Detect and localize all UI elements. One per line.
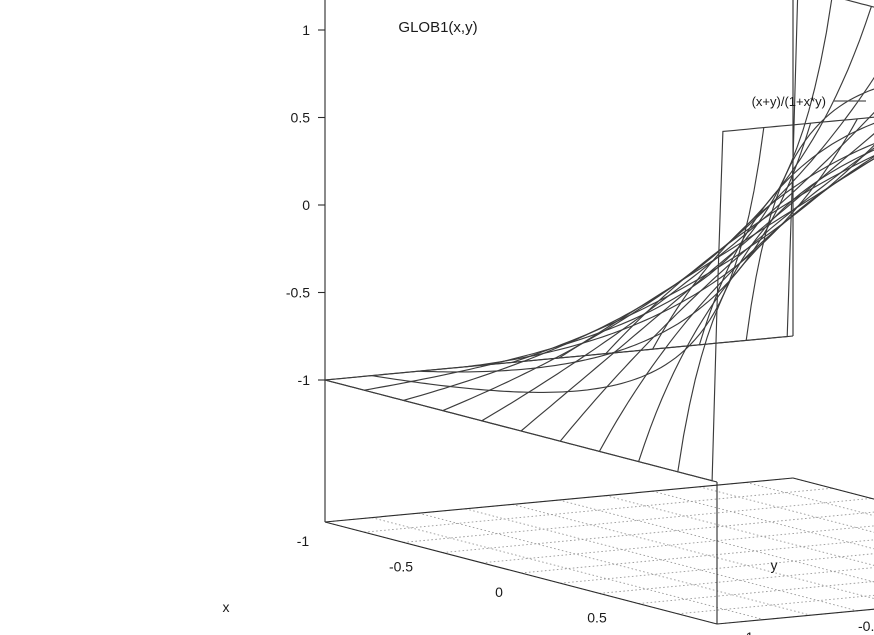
base-edge-back-right: [792, 477, 874, 500]
floor-grid-line-x-8: [638, 581, 874, 605]
mesh-line-y-6: [605, 155, 874, 354]
x-tick-label-3: 0.5: [587, 610, 607, 626]
legend-entry-label: (x+y)/(1+x*y): [752, 94, 826, 109]
mesh-line-x-6: [559, 147, 874, 442]
mesh-line-y-4: [512, 144, 874, 363]
floor-grid-line-y-4: [512, 503, 874, 600]
mesh-line-y-1: [371, 127, 765, 393]
mesh-line-y-5: [558, 158, 874, 359]
x-tick-label-0: -1: [297, 533, 310, 549]
z-tick-label-2: 0: [302, 197, 310, 213]
mesh-line-y-2: [418, 123, 812, 373]
floor-grid-line-y-3: [465, 508, 858, 612]
mesh-line-y-8: [698, 122, 874, 345]
x-tick-label-1: -0.5: [389, 559, 413, 575]
mesh-line-x-9: [677, 149, 874, 472]
mesh-line-x-10: [716, 116, 874, 308]
x-tick-label-2: 0: [495, 584, 503, 600]
floor-grid-line-x-5: [520, 539, 874, 574]
z-tick-label-1: -0.5: [286, 285, 310, 301]
floor-grid-line-y-10: [792, 477, 874, 500]
mesh-line-x-7: [598, 156, 874, 452]
chart-title: GLOB1(x,y): [398, 19, 477, 36]
floor-grid: [324, 477, 874, 625]
axis-ticks: -1-0.500.511.5-1-0.500.51-1-0.500.51: [286, 22, 874, 635]
y-tick-label-0: -1: [741, 629, 754, 635]
legend: (x+y)/(1+x*y): [752, 94, 866, 109]
z-tick-label-3: 0.5: [291, 110, 311, 126]
z-tick-label-4: 1: [302, 22, 310, 38]
mesh-line-x-1: [364, 0, 833, 391]
z-tick-label-0: -1: [298, 372, 311, 388]
floor-grid-line-y-1: [371, 517, 764, 621]
y-axis-label: y: [771, 557, 778, 573]
mesh-line-y-7: [652, 143, 874, 350]
mesh-line-y-9: [745, 88, 874, 341]
mesh-line-x-3: [442, 76, 874, 412]
base-edge-front-left: [324, 521, 718, 625]
base-edge-back-left: [324, 477, 794, 523]
floor-grid-line-x-10: [716, 608, 874, 625]
floor-grid-line-y-6: [605, 495, 874, 566]
x-axis-label: x: [223, 599, 230, 615]
base-edge-front-right: [716, 608, 874, 625]
floor-grid-line-x-4: [481, 525, 874, 564]
floor-grid-line-y-2: [418, 512, 811, 616]
y-tick-label-1: -0.5: [858, 618, 874, 634]
floor-grid-line-y-8: [699, 486, 874, 533]
surface-mesh: [324, 0, 874, 482]
mesh-line-y-10: [792, 0, 874, 162]
mesh-line-y-0: [324, 306, 718, 482]
